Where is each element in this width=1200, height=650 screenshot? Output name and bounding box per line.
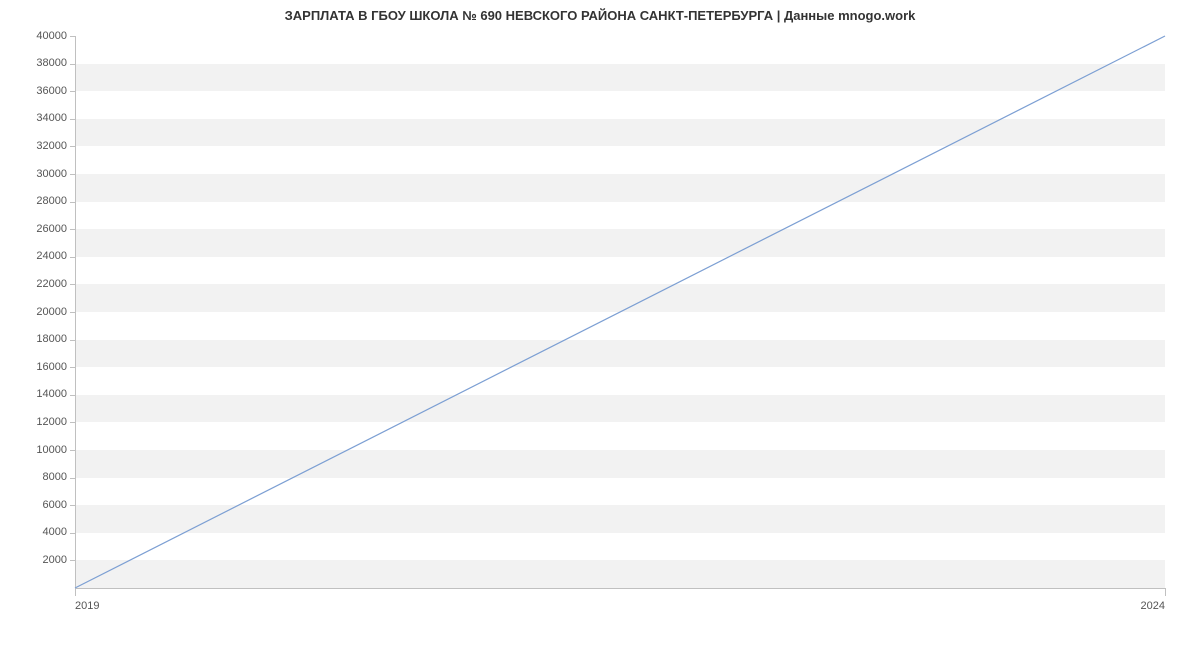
series-polyline: [75, 36, 1165, 588]
y-tick-label: 40000: [7, 30, 67, 42]
y-tick-label: 26000: [7, 223, 67, 235]
x-axis-line: [75, 588, 1165, 589]
salary-line-chart: ЗАРПЛАТА В ГБОУ ШКОЛА № 690 НЕВСКОГО РАЙ…: [0, 0, 1200, 650]
y-tick-label: 28000: [7, 195, 67, 207]
y-tick-label: 4000: [7, 526, 67, 538]
y-tick-label: 32000: [7, 140, 67, 152]
y-tick-label: 8000: [7, 471, 67, 483]
y-tick-label: 6000: [7, 499, 67, 511]
y-tick-label: 30000: [7, 168, 67, 180]
y-tick-label: 18000: [7, 333, 67, 345]
y-tick-label: 36000: [7, 85, 67, 97]
chart-title: ЗАРПЛАТА В ГБОУ ШКОЛА № 690 НЕВСКОГО РАЙ…: [0, 8, 1200, 23]
x-tick-mark: [75, 588, 76, 596]
plot-area: 2000400060008000100001200014000160001800…: [75, 36, 1165, 588]
x-tick-label: 2019: [75, 600, 125, 612]
y-tick-label: 20000: [7, 306, 67, 318]
y-tick-label: 22000: [7, 278, 67, 290]
y-tick-label: 16000: [7, 361, 67, 373]
y-tick-label: 34000: [7, 112, 67, 124]
series-line: [75, 36, 1165, 588]
x-tick-mark: [1165, 588, 1166, 596]
y-tick-label: 2000: [7, 554, 67, 566]
x-tick-label: 2024: [1115, 600, 1165, 612]
y-tick-label: 12000: [7, 416, 67, 428]
y-tick-label: 38000: [7, 57, 67, 69]
y-tick-label: 14000: [7, 388, 67, 400]
y-tick-label: 10000: [7, 444, 67, 456]
y-tick-label: 24000: [7, 250, 67, 262]
